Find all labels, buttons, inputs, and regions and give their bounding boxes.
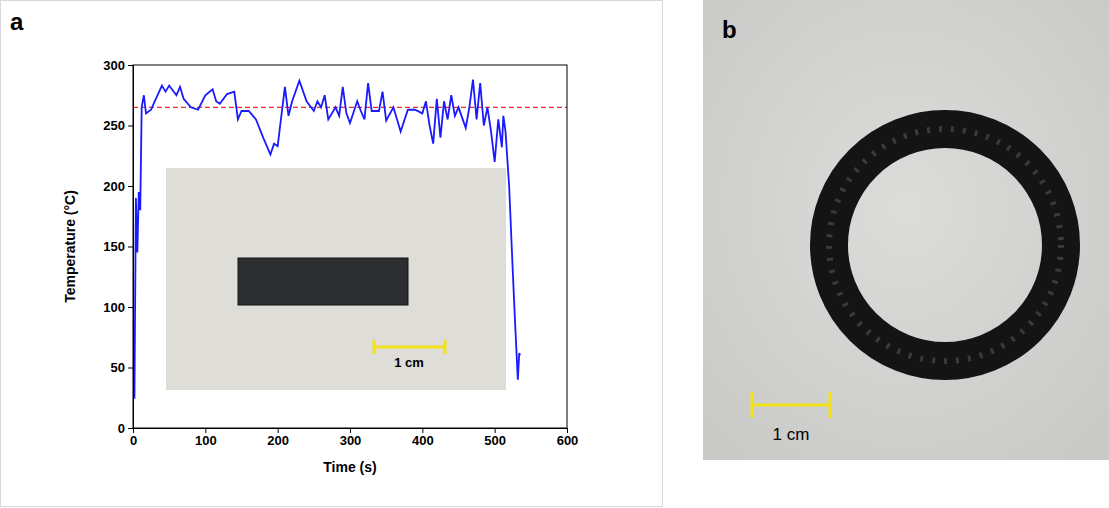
tick-mark bbox=[128, 307, 133, 308]
plot-frame bbox=[133, 65, 567, 428]
panel-label: a bbox=[10, 8, 24, 35]
tick: 300 bbox=[340, 428, 362, 448]
tick-mark bbox=[128, 65, 133, 66]
tick: 100 bbox=[103, 300, 133, 315]
tick-label: 150 bbox=[103, 239, 125, 254]
tick: 600 bbox=[557, 428, 579, 448]
tick: 50 bbox=[111, 360, 133, 375]
scale-bar-cap bbox=[373, 340, 376, 354]
tick-label: 300 bbox=[340, 433, 362, 448]
scale-bar-line bbox=[374, 346, 445, 349]
scale-bar-cap bbox=[829, 392, 832, 418]
tick-mark bbox=[128, 186, 133, 187]
tick-label: 0 bbox=[118, 421, 125, 436]
tick: 200 bbox=[267, 428, 289, 448]
temperature-line bbox=[133, 80, 520, 398]
tick-label: 100 bbox=[103, 300, 125, 315]
scale-bar-cap bbox=[444, 340, 447, 354]
tick-label: 300 bbox=[103, 58, 125, 73]
ring-sample bbox=[829, 129, 1061, 361]
tick-label: 600 bbox=[557, 433, 579, 448]
axis-line bbox=[128, 66, 134, 429]
tick-label: 200 bbox=[103, 179, 125, 194]
figure: a 1 cm 0 100 200 300 400 500 600 0 50 100 150 200 250 3… bbox=[0, 0, 1109, 508]
x-axis: 0 100 200 300 400 500 600 bbox=[130, 428, 578, 448]
tick-label: 250 bbox=[103, 118, 125, 133]
tick-mark bbox=[128, 428, 133, 429]
tick: 200 bbox=[103, 179, 133, 194]
tick: 400 bbox=[412, 428, 434, 448]
tick: 0 bbox=[118, 421, 133, 436]
sample-bar bbox=[238, 258, 408, 305]
inset-photo: 1 cm bbox=[166, 168, 506, 390]
tick: 250 bbox=[103, 118, 133, 133]
scale-bar bbox=[752, 392, 830, 418]
tick-label: 0 bbox=[130, 433, 137, 448]
tick: 0 bbox=[130, 428, 137, 448]
scale-bar bbox=[374, 340, 445, 354]
photo-background bbox=[703, 0, 1109, 460]
tick: 100 bbox=[195, 428, 217, 448]
tick-label: 50 bbox=[111, 360, 125, 375]
panel-a-frame bbox=[1, 1, 663, 507]
tick-mark bbox=[128, 247, 133, 248]
ring-highlight bbox=[829, 129, 1061, 361]
tick-mark bbox=[128, 368, 133, 369]
tick-label: 200 bbox=[267, 433, 289, 448]
scale-bar-label: 1 cm bbox=[773, 425, 810, 444]
tick-mark bbox=[128, 126, 133, 127]
scale-bar-cap bbox=[751, 392, 754, 418]
y-axis: 0 50 100 150 200 250 300 bbox=[103, 58, 133, 436]
y-axis-title: Temperature (°C) bbox=[62, 190, 78, 303]
tick: 300 bbox=[103, 58, 133, 73]
tick-label: 100 bbox=[195, 433, 217, 448]
panel-b: b 1 cm bbox=[703, 0, 1109, 460]
inset-background bbox=[166, 168, 506, 390]
x-axis-title: Time (s) bbox=[323, 459, 376, 475]
scale-bar-line bbox=[752, 404, 830, 407]
panel-label: b bbox=[722, 16, 737, 43]
tick-label: 500 bbox=[484, 433, 506, 448]
tick: 150 bbox=[103, 239, 133, 254]
tick: 500 bbox=[484, 428, 506, 448]
tick-label: 400 bbox=[412, 433, 434, 448]
plot-area bbox=[133, 80, 567, 398]
scale-bar-label: 1 cm bbox=[394, 355, 424, 370]
